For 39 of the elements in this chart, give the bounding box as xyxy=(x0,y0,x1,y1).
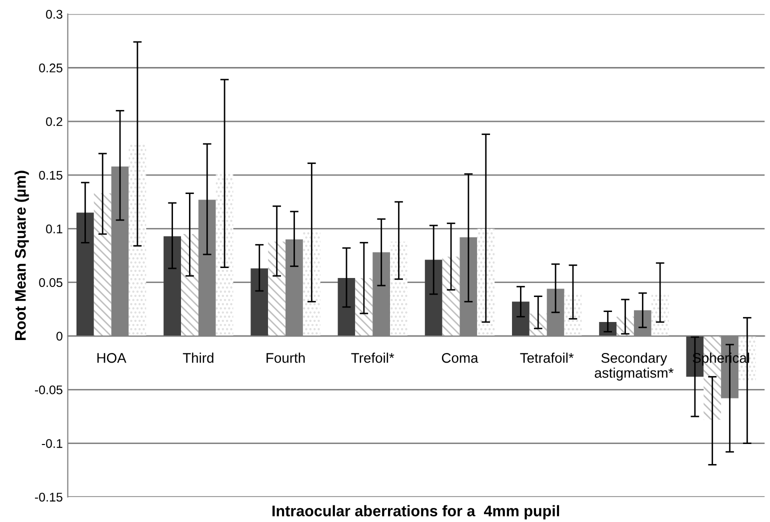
y-tick-label: 0 xyxy=(56,332,62,341)
x-tick-label: Third xyxy=(182,352,214,363)
x-tick-label: Secondary astigmatism* xyxy=(594,352,674,381)
x-tick-label: Coma xyxy=(442,353,478,363)
bar xyxy=(76,212,94,336)
x-tick-label: Fourth xyxy=(266,352,305,363)
y-axis-title: Root Mean Square (µm) xyxy=(14,170,29,340)
bar xyxy=(424,260,442,336)
bar xyxy=(442,256,460,336)
x-tick-label: Trefoil* xyxy=(351,352,394,363)
y-tick-label: -0.15 xyxy=(34,492,62,502)
bar xyxy=(512,302,530,336)
y-tick-label: -0.1 xyxy=(42,439,62,448)
y-tick-label: 0.3 xyxy=(46,10,62,19)
bar xyxy=(529,313,547,336)
x-tick-label: Tetrafoil* xyxy=(520,352,574,363)
bar xyxy=(390,242,408,336)
y-tick-label: -0.05 xyxy=(34,385,62,394)
bar xyxy=(302,232,320,336)
x-axis-title: Intraocular aberrations for a 4mm pupil xyxy=(272,505,560,520)
bar xyxy=(338,278,356,336)
x-tick-label: HOA xyxy=(97,353,126,363)
y-tick-label: 0.2 xyxy=(46,117,62,126)
bar xyxy=(268,242,286,336)
bar xyxy=(181,234,198,336)
bar xyxy=(250,268,268,336)
x-tick-label: Spherical xyxy=(692,352,750,366)
bar xyxy=(477,228,495,336)
y-tick-label: 0.15 xyxy=(39,170,62,180)
bar xyxy=(564,293,582,336)
bar xyxy=(128,142,146,336)
bar xyxy=(216,174,234,336)
y-tick-label: 0.1 xyxy=(46,224,62,234)
y-tick-label: 0.25 xyxy=(39,64,62,72)
bar xyxy=(651,293,669,336)
bar xyxy=(164,236,181,336)
bar xyxy=(355,278,373,336)
y-tick-label: 0.05 xyxy=(39,278,62,287)
bar xyxy=(94,193,112,336)
